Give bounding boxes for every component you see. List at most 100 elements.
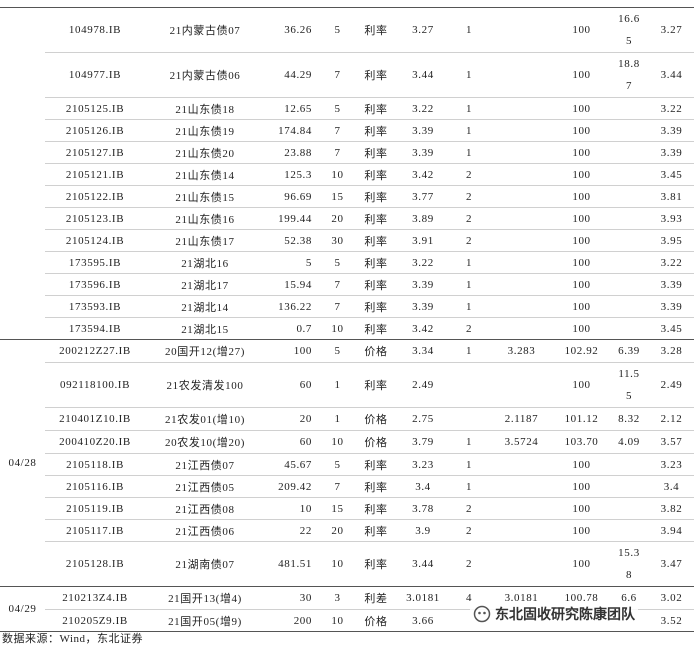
table-cell: 21国开05(增9) bbox=[145, 609, 265, 632]
table-cell: 利率 bbox=[355, 519, 397, 542]
table-cell: 1 bbox=[449, 273, 489, 296]
table-cell: 利率 bbox=[355, 273, 397, 296]
table-cell: 3.57 bbox=[649, 430, 694, 454]
table-cell: 100 bbox=[554, 475, 609, 498]
table-cell: 100 bbox=[554, 251, 609, 274]
table-cell: 1 bbox=[449, 339, 489, 363]
table-cell: 15 bbox=[320, 497, 355, 520]
table-row: 2105118.IB 21江西债07 45.67 5 利率 3.23 1 100 3.23 bbox=[0, 453, 694, 476]
table-cell: 2105118.IB bbox=[45, 453, 145, 476]
table-cell: 利率 bbox=[355, 541, 397, 587]
table-cell: 1 bbox=[449, 453, 489, 476]
table-cell: 3.22 bbox=[397, 251, 449, 274]
table-cell: 3.45 bbox=[649, 163, 694, 186]
table-cell: 10 bbox=[265, 497, 320, 520]
table-cell: 104978.IB bbox=[45, 7, 145, 53]
table-cell: 1 bbox=[449, 119, 489, 142]
table-cell: 125.3 bbox=[265, 163, 320, 186]
table-cell: 100 bbox=[554, 207, 609, 230]
table-row: 04/28 200212Z27.IB 20国开12(增27) 100 5 价格 3.34 1 3… bbox=[0, 339, 694, 587]
table-cell: 3.0181 bbox=[397, 586, 449, 610]
table-cell: 21内蒙古债06 bbox=[145, 52, 265, 98]
table-cell: 3.42 bbox=[397, 317, 449, 340]
table-row: 173595.IB 21湖北16 5 5 利率 3.22 1 100 3.22 bbox=[0, 251, 694, 274]
table-cell: 36.26 bbox=[265, 7, 320, 53]
table-cell: 1 bbox=[449, 141, 489, 164]
table-cell bbox=[609, 185, 649, 208]
table-cell: 利率 bbox=[355, 52, 397, 98]
table-cell: 2105116.IB bbox=[45, 475, 145, 498]
table-cell: 5 bbox=[320, 251, 355, 274]
table-cell bbox=[489, 119, 554, 142]
table-cell: 利率 bbox=[355, 475, 397, 498]
table-cell bbox=[489, 7, 554, 53]
table-cell: 利率 bbox=[355, 7, 397, 53]
table-cell: 4.09 bbox=[609, 430, 649, 454]
table-cell: 200 bbox=[265, 609, 320, 632]
table-cell: 1 bbox=[449, 7, 489, 53]
table-cell: 30 bbox=[320, 229, 355, 252]
table-cell: 3 bbox=[320, 586, 355, 610]
table-cell: 210213Z4.IB bbox=[45, 586, 145, 610]
table-cell: 21内蒙古债07 bbox=[145, 7, 265, 53]
table-cell: 20农发10(增20) bbox=[145, 430, 265, 454]
table-cell: 3.283 bbox=[489, 339, 554, 363]
table-cell: 21山东债18 bbox=[145, 97, 265, 120]
date-cell: 04/28 bbox=[0, 339, 45, 587]
table-cell: 60 bbox=[265, 430, 320, 454]
table-cell bbox=[489, 362, 554, 408]
table-cell: 2 bbox=[449, 185, 489, 208]
table-cell: 7 bbox=[320, 295, 355, 318]
table-cell: 6.39 bbox=[609, 339, 649, 363]
table-cell: 利差 bbox=[355, 586, 397, 610]
table-cell bbox=[609, 497, 649, 520]
table-cell bbox=[609, 295, 649, 318]
table-cell: 2105126.IB bbox=[45, 119, 145, 142]
table-cell: 1 bbox=[449, 52, 489, 98]
table-cell: 21山东债17 bbox=[145, 229, 265, 252]
table-cell: 100 bbox=[554, 229, 609, 252]
table-cell: 2105123.IB bbox=[45, 207, 145, 230]
watermark: 东北固收研究陈康团队 bbox=[470, 603, 638, 625]
table-cell: 092118100.IB bbox=[45, 362, 145, 408]
table-cell: 0.7 bbox=[265, 317, 320, 340]
table-cell: 15.94 bbox=[265, 273, 320, 296]
table-cell bbox=[449, 407, 489, 431]
watermark-icon bbox=[473, 605, 491, 623]
table-cell: 3.39 bbox=[397, 295, 449, 318]
table-cell: 3.23 bbox=[397, 453, 449, 476]
table-cell: 21湖北16 bbox=[145, 251, 265, 274]
table-cell: 3.44 bbox=[397, 52, 449, 98]
table-cell: 5 bbox=[320, 339, 355, 363]
table-cell: 10 bbox=[320, 430, 355, 454]
table-cell bbox=[609, 251, 649, 274]
table-cell: 3.39 bbox=[649, 273, 694, 296]
table-cell: 60 bbox=[265, 362, 320, 408]
table-cell: 2105122.IB bbox=[45, 185, 145, 208]
table-cell: 7 bbox=[320, 475, 355, 498]
table-cell: 100 bbox=[554, 295, 609, 318]
table-row: 210401Z10.IB 21农发01(增10) 20 1 价格 2.75 2.1187 10… bbox=[0, 407, 694, 431]
table-cell: 3.39 bbox=[649, 295, 694, 318]
table-cell: 1 bbox=[449, 430, 489, 454]
table-cell: 3.77 bbox=[397, 185, 449, 208]
table-cell bbox=[609, 475, 649, 498]
table-cell bbox=[489, 163, 554, 186]
table-cell: 价格 bbox=[355, 609, 397, 632]
table-cell: 2.75 bbox=[397, 407, 449, 431]
table-row: 173594.IB 21湖北15 0.7 10 利率 3.42 2 100 3.45 bbox=[0, 317, 694, 340]
table-cell: 23.88 bbox=[265, 141, 320, 164]
table-cell: 3.27 bbox=[649, 7, 694, 53]
table-cell: 利率 bbox=[355, 453, 397, 476]
table-cell: 2 bbox=[449, 541, 489, 587]
table-cell: 3.93 bbox=[649, 207, 694, 230]
table-wrap: 104978.IB 21内蒙古债07 36.26 5 利率 3.27 1 100 16.65 3.… bbox=[0, 7, 694, 632]
table-cell: 15.38 bbox=[609, 541, 649, 587]
table-row: 173593.IB 21湖北14 136.22 7 利率 3.39 1 100 3.39 bbox=[0, 295, 694, 318]
table-cell: 100 bbox=[554, 163, 609, 186]
table-cell: 20 bbox=[265, 407, 320, 431]
table-row: 200410Z20.IB 20农发10(增20) 60 10 价格 3.79 1 3.5724… bbox=[0, 430, 694, 454]
table-cell: 21江西债08 bbox=[145, 497, 265, 520]
table-cell: 20国开12(增27) bbox=[145, 339, 265, 363]
table-cell: 199.44 bbox=[265, 207, 320, 230]
